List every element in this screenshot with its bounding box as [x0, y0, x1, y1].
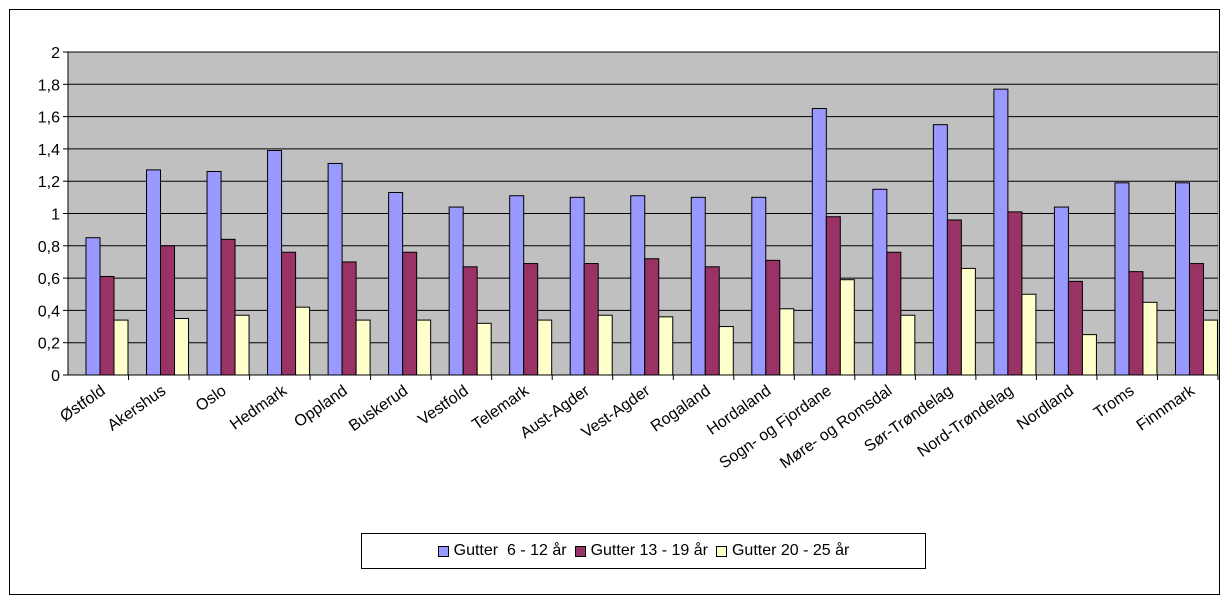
legend: Gutter 6 - 12 år Gutter 13 - 19 år Gutte… — [361, 533, 926, 569]
x-tick-label: Rogaland — [648, 382, 714, 435]
legend-label: Gutter 13 - 19 år — [590, 542, 708, 559]
bar — [569, 196, 585, 376]
x-tick-label: Buskerud — [346, 382, 411, 435]
bar — [462, 266, 478, 376]
bar — [960, 267, 976, 376]
bar — [1114, 182, 1130, 376]
x-tick-label: Oslo — [193, 382, 230, 415]
bar — [1021, 293, 1037, 376]
x-tick-label: Troms — [1091, 382, 1137, 422]
bar — [509, 195, 525, 376]
bar — [174, 317, 190, 376]
bar — [267, 150, 283, 376]
bar — [355, 319, 371, 376]
bar — [630, 195, 646, 376]
x-tick-label: Hedmark — [227, 382, 291, 434]
bar — [690, 196, 706, 376]
x-tick-label: Finnmark — [1134, 382, 1199, 435]
bar — [523, 263, 539, 376]
x-tick-label: Vest-Agder — [579, 382, 654, 442]
bar — [658, 316, 674, 376]
bar — [327, 162, 343, 376]
x-tick-label: Møre- og Romsdal — [777, 382, 895, 472]
bar — [779, 308, 795, 376]
bar — [811, 108, 827, 376]
bar — [476, 322, 492, 376]
bar — [644, 258, 660, 376]
x-tick-label: Vestfold — [415, 382, 471, 429]
bar — [872, 188, 888, 376]
bar — [825, 216, 841, 376]
bar — [932, 124, 948, 376]
bar — [751, 196, 767, 376]
bar — [886, 251, 902, 376]
bar — [402, 251, 418, 376]
bar — [416, 319, 432, 376]
y-tick-label: 2 — [51, 45, 60, 62]
legend-item: Gutter 13 - 19 år — [574, 542, 708, 560]
bar — [1128, 271, 1144, 376]
y-tick-label: 0,2 — [38, 336, 60, 353]
bar — [388, 192, 404, 376]
legend-label: Gutter 6 - 12 år — [453, 542, 567, 559]
bar — [1202, 319, 1218, 376]
bar — [1053, 206, 1069, 376]
bar — [99, 275, 115, 376]
legend-swatch — [437, 545, 449, 557]
y-tick-label: 0,6 — [38, 271, 60, 288]
bar — [160, 245, 176, 376]
x-tick-label: Østfold — [57, 382, 108, 425]
legend-label: Gutter 20 - 25 år — [731, 542, 850, 559]
bar — [900, 314, 916, 376]
bar — [597, 314, 613, 376]
y-tick-label: 0,4 — [38, 303, 60, 320]
bar — [146, 169, 162, 376]
bar — [206, 171, 222, 376]
x-tick-label: Akershus — [105, 382, 169, 434]
bar — [583, 263, 599, 376]
bar — [220, 238, 236, 376]
bar — [839, 279, 855, 376]
y-tick-label: 1 — [51, 207, 60, 224]
y-tick-label: 1,4 — [38, 142, 60, 159]
bar — [234, 314, 250, 376]
y-tick-label: 1,8 — [38, 77, 60, 94]
bar — [1067, 280, 1083, 376]
y-tick-label: 0 — [51, 368, 60, 385]
bar — [946, 219, 962, 376]
bar — [281, 251, 297, 376]
y-tick-label: 0,8 — [38, 239, 60, 256]
bar — [718, 326, 734, 376]
x-tick-label: Sogn- og Fjordane — [717, 382, 835, 472]
y-tick-label: 1,6 — [38, 110, 60, 127]
legend-swatch — [574, 545, 586, 557]
legend-item: Gutter 6 - 12 år — [437, 542, 567, 560]
legend-swatch — [715, 545, 727, 557]
bar — [295, 306, 311, 376]
bar — [341, 261, 357, 376]
bar — [765, 259, 781, 376]
bar — [1007, 211, 1023, 376]
bar — [1174, 182, 1190, 376]
bar — [537, 319, 553, 376]
bar — [113, 319, 129, 376]
legend-item: Gutter 20 - 25 år — [715, 542, 850, 560]
bar — [448, 206, 464, 376]
bar — [1142, 301, 1158, 376]
x-tick-label: Oppland — [291, 382, 350, 431]
y-tick-label: 1,2 — [38, 174, 60, 191]
bar — [1188, 263, 1204, 376]
bar — [85, 237, 101, 376]
bar — [993, 88, 1009, 376]
x-tick-label: Nordland — [1014, 382, 1077, 433]
bar — [704, 266, 720, 376]
bar — [1081, 334, 1097, 376]
